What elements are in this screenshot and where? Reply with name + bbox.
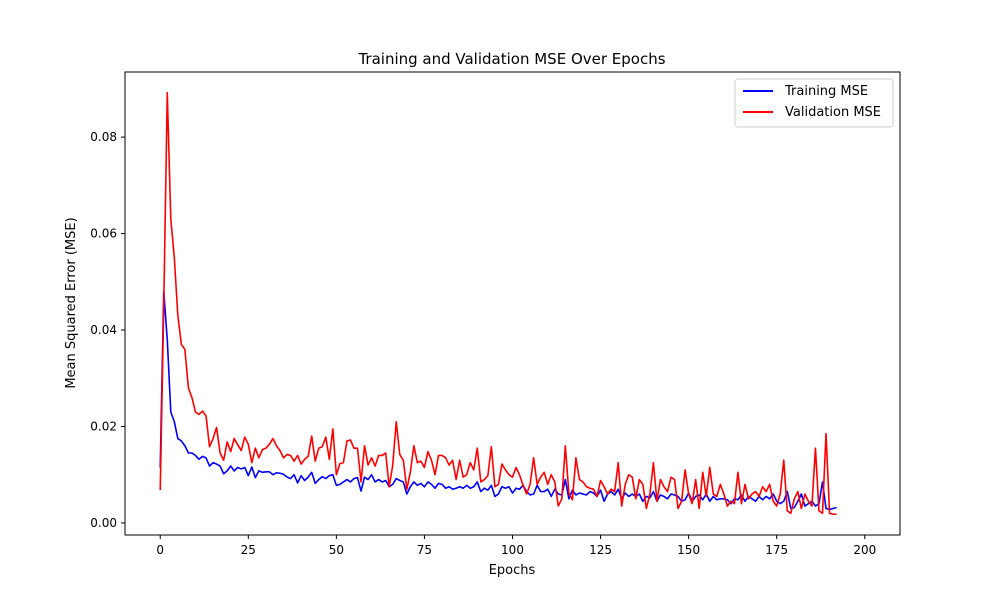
legend-box <box>734 78 894 128</box>
y-axis-ticks: 0.00 0.02 0.04 0.06 0.08 <box>90 130 125 530</box>
x-axis-ticks: 0 25 50 75 100 125 150 175 200 <box>156 535 876 557</box>
y-tick-label: 0.04 <box>90 323 117 337</box>
legend-label-validation: Validation MSE <box>785 105 881 120</box>
series-line-validation-mse <box>159 91 837 516</box>
x-tick-label: 200 <box>853 543 876 557</box>
x-tick-label: 75 <box>417 543 432 557</box>
x-axis-label: Epochs <box>489 563 536 578</box>
y-tick-label: 0.02 <box>90 419 117 433</box>
y-tick-label: 0.06 <box>90 227 117 241</box>
y-axis-label: Mean Squared Error (MSE) <box>64 217 79 388</box>
chart-title: Training and Validation MSE Over Epochs <box>357 50 665 68</box>
y-tick-label: 0.08 <box>90 130 117 144</box>
legend: Training MSE Validation MSE <box>734 78 894 128</box>
x-tick-label: 50 <box>329 543 344 557</box>
series-line-training-mse <box>159 290 837 511</box>
legend-label-training: Training MSE <box>784 84 868 99</box>
x-tick-label: 125 <box>589 543 612 557</box>
x-tick-label: 100 <box>501 543 524 557</box>
x-tick-label: 175 <box>765 543 788 557</box>
x-tick-label: 150 <box>677 543 700 557</box>
x-tick-label: 25 <box>241 543 256 557</box>
y-tick-label: 0.00 <box>90 516 117 530</box>
series-layer <box>159 91 837 516</box>
x-tick-label: 0 <box>156 543 164 557</box>
